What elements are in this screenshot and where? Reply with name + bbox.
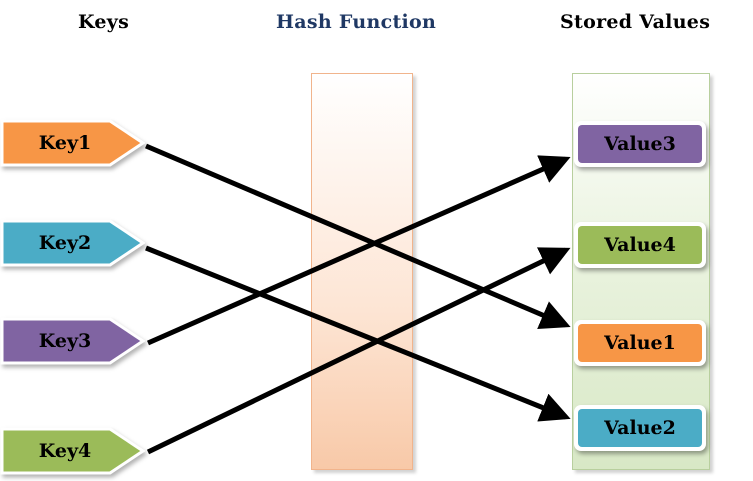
value-1-label: Value1 — [578, 324, 702, 362]
value-3-label: Value3 — [578, 125, 702, 163]
key-2-label: Key2 — [38, 232, 92, 254]
arrow-key3-to-value3 — [146, 155, 571, 346]
arrow-key4-to-value4 — [146, 247, 571, 455]
arrow-key2-to-value2 — [145, 245, 571, 422]
hash-function-heading: Hash Function — [276, 11, 437, 33]
key-3-label: Key3 — [38, 330, 92, 352]
keys-heading: Keys — [78, 11, 130, 33]
key-1: Key1 — [0, 119, 145, 167]
value-box-1: Value1 — [574, 320, 706, 366]
value-box-3: Value3 — [574, 121, 706, 167]
value-4-label: Value4 — [578, 226, 702, 264]
value-box-4: Value4 — [574, 222, 706, 268]
key-4-label: Key4 — [38, 440, 92, 462]
value-box-2: Value2 — [574, 405, 706, 451]
hash-function-box — [311, 73, 413, 470]
key-2: Key2 — [0, 219, 145, 267]
stored-values-heading: Stored Values — [560, 11, 711, 33]
key-3: Key3 — [0, 317, 145, 365]
arrow-key1-to-value1 — [145, 143, 571, 329]
key-4: Key4 — [0, 427, 145, 475]
value-2-label: Value2 — [578, 409, 702, 447]
key-1-label: Key1 — [38, 132, 92, 154]
